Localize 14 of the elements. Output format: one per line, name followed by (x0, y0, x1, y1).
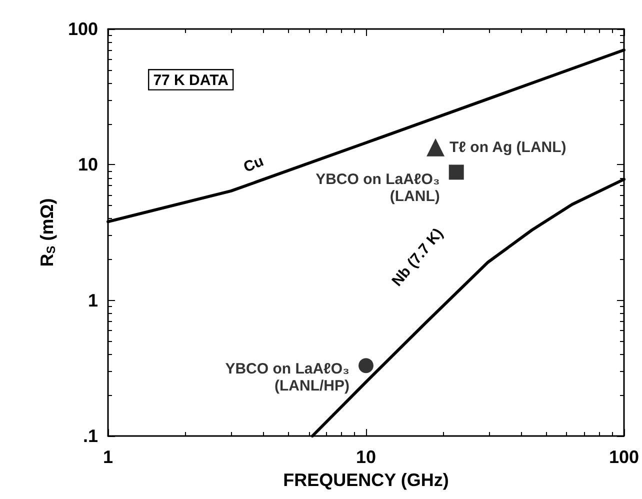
series-label: YBCO on LaAℓO₃ (LANL/HP) (225, 360, 350, 395)
y-tick-label: 10 (78, 154, 98, 175)
y-tick-label: 1 (88, 290, 98, 310)
y-tick-label: .1 (82, 426, 98, 446)
y-tick-label: 100 (68, 19, 98, 39)
text: Cu (241, 152, 266, 176)
series-label: Tℓ on Ag (LANL) (450, 138, 566, 156)
x-tick-label: 10 (356, 447, 376, 467)
annotation: 77 K DATA (153, 72, 229, 90)
series-label: YBCO on LaAℓO₃ (LANL) (316, 171, 440, 206)
x-axis-title: FREQUENCY (GHz) (283, 470, 449, 490)
x-tick-label: 100 (608, 447, 640, 467)
x-tick-label: 1 (102, 447, 114, 467)
y-axis-title: RS (mΩ) (37, 198, 58, 267)
